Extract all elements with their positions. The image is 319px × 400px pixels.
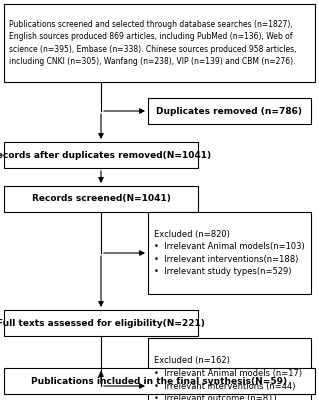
Text: Publications included in the final synthesis(N=59): Publications included in the final synth… — [32, 376, 287, 386]
Bar — [4, 310, 198, 336]
Bar — [4, 4, 315, 82]
Bar — [4, 186, 198, 212]
Text: Full texts assessed for eligibility(N=221): Full texts assessed for eligibility(N=22… — [0, 318, 205, 328]
Text: Excluded (n=162)
•  Irrelevant Animal models (n=17)
•  Irrelevant interventions : Excluded (n=162) • Irrelevant Animal mod… — [154, 356, 302, 400]
Text: Duplicates removed (n=786): Duplicates removed (n=786) — [157, 106, 302, 116]
Bar — [148, 98, 311, 124]
Bar — [148, 338, 311, 400]
Bar — [4, 368, 315, 394]
Text: Publications screened and selected through database searches (n=1827),
English s: Publications screened and selected throu… — [9, 20, 296, 66]
Bar — [148, 212, 311, 294]
Bar — [4, 142, 198, 168]
Text: Excluded (n=820)
•  Irrelevant Animal models(n=103)
•  Irrelevant interventions(: Excluded (n=820) • Irrelevant Animal mod… — [154, 230, 305, 276]
Text: Records after duplicates removed(N=1041): Records after duplicates removed(N=1041) — [0, 150, 211, 160]
Text: Records screened(N=1041): Records screened(N=1041) — [32, 194, 170, 204]
